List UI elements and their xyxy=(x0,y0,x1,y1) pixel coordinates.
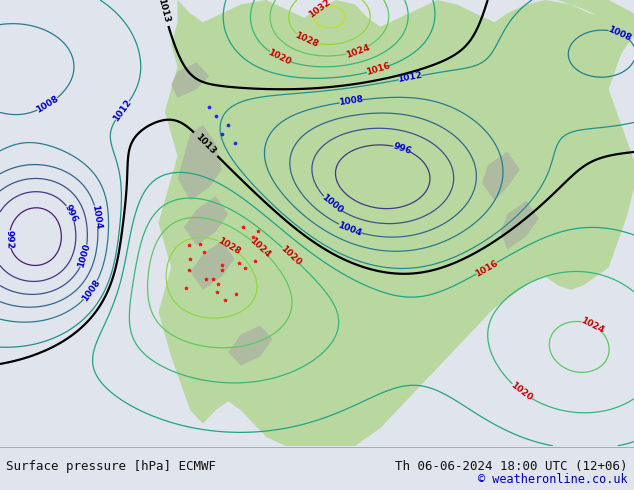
Polygon shape xyxy=(254,58,349,98)
Text: 1032: 1032 xyxy=(306,0,332,20)
Text: 992: 992 xyxy=(4,229,14,249)
Polygon shape xyxy=(158,0,634,446)
Point xyxy=(217,262,227,270)
Text: 1020: 1020 xyxy=(266,48,293,67)
Point xyxy=(210,112,221,120)
Point xyxy=(234,259,244,267)
Text: 1008: 1008 xyxy=(35,95,61,115)
Point xyxy=(217,267,227,274)
Point xyxy=(184,266,194,273)
Text: 1024: 1024 xyxy=(344,43,371,59)
Point xyxy=(208,275,218,283)
Point xyxy=(212,288,223,295)
Point xyxy=(184,241,195,249)
Point xyxy=(181,284,191,292)
Text: 1024: 1024 xyxy=(248,236,273,260)
Text: 1013: 1013 xyxy=(157,0,172,23)
Polygon shape xyxy=(501,201,539,250)
Point xyxy=(204,103,214,111)
Text: 1000: 1000 xyxy=(77,243,93,269)
Text: 1012: 1012 xyxy=(112,98,133,123)
Point xyxy=(223,121,233,129)
Text: 1016: 1016 xyxy=(365,62,391,77)
Text: © weatheronline.co.uk: © weatheronline.co.uk xyxy=(478,473,628,487)
Point xyxy=(231,290,241,298)
Point xyxy=(195,240,205,247)
Text: 1004: 1004 xyxy=(337,220,363,238)
Polygon shape xyxy=(190,241,235,290)
Text: 1004: 1004 xyxy=(91,204,103,230)
Text: 1028: 1028 xyxy=(216,236,242,256)
Polygon shape xyxy=(178,125,222,201)
Polygon shape xyxy=(482,151,520,201)
Point xyxy=(250,257,260,265)
Point xyxy=(248,233,258,241)
Text: Surface pressure [hPa] ECMWF: Surface pressure [hPa] ECMWF xyxy=(6,460,216,473)
Polygon shape xyxy=(184,196,228,245)
Polygon shape xyxy=(558,0,634,36)
Text: 1000: 1000 xyxy=(320,193,344,215)
Point xyxy=(213,280,223,288)
Text: 1013: 1013 xyxy=(194,132,217,156)
Text: 1012: 1012 xyxy=(397,71,423,84)
Point xyxy=(253,227,263,235)
Text: 1008: 1008 xyxy=(607,24,633,43)
Point xyxy=(240,265,250,272)
Text: 1020: 1020 xyxy=(508,380,534,402)
Point xyxy=(220,296,230,304)
Point xyxy=(199,248,209,256)
Point xyxy=(238,223,249,231)
Point xyxy=(201,275,211,283)
Polygon shape xyxy=(228,325,273,366)
Text: 1008: 1008 xyxy=(339,95,364,107)
Text: 1008: 1008 xyxy=(81,278,102,303)
Point xyxy=(217,130,227,138)
Polygon shape xyxy=(171,62,209,98)
Point xyxy=(184,255,195,263)
Text: 1020: 1020 xyxy=(279,244,303,267)
Text: 996: 996 xyxy=(63,203,79,224)
Point xyxy=(230,139,240,147)
Text: 1028: 1028 xyxy=(294,31,320,49)
Text: 1024: 1024 xyxy=(579,316,605,335)
Text: Th 06-06-2024 18:00 UTC (12+06): Th 06-06-2024 18:00 UTC (12+06) xyxy=(395,460,628,473)
Text: 1016: 1016 xyxy=(474,258,500,278)
Text: 996: 996 xyxy=(392,141,413,156)
